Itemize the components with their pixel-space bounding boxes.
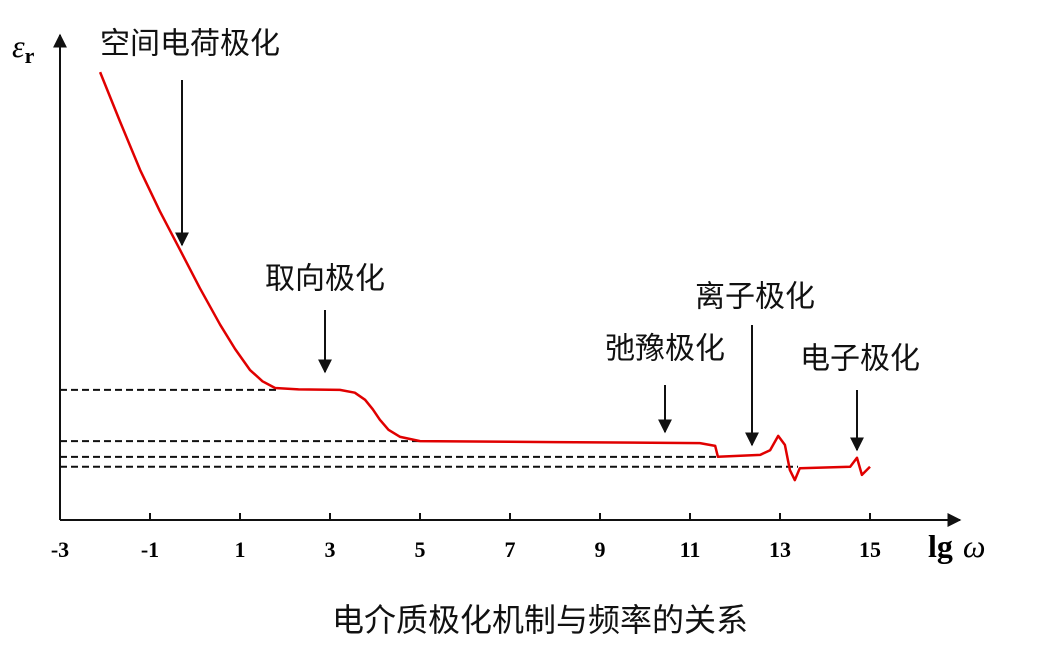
y-label: εr [12,28,35,68]
x-tick-label: 3 [325,537,336,562]
x-tick-label: 15 [859,537,881,562]
x-tick-label: 13 [769,537,791,562]
x-tick-label: 11 [680,537,701,562]
annotation: 电子极化 [800,342,920,377]
annotation: 弛豫极化 [605,332,725,367]
curve [98,71,871,482]
annotation: 取向极化 [265,262,385,297]
annotation: 空间电荷极化 [100,27,280,62]
x-tick-label: 5 [415,537,426,562]
x-tick-label: 9 [595,537,606,562]
x-tick-label: 1 [235,537,246,562]
x-tick-label: 7 [505,537,516,562]
x-tick-label: -3 [51,537,69,562]
caption: 电介质极化机制与频率的关系 [332,601,748,639]
x-label: lg ω [928,528,985,564]
annotation: 离子极化 [695,280,815,315]
x-tick-label: -1 [141,537,159,562]
